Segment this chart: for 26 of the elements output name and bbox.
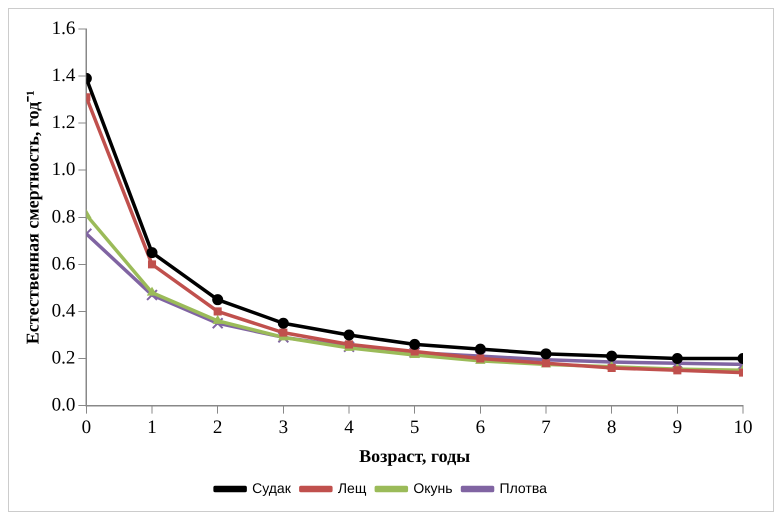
y-tick-label: 0.2 xyxy=(52,348,76,369)
x-tick-label: 8 xyxy=(606,416,616,438)
x-tick-label: 9 xyxy=(672,416,682,438)
y-tick-label: 0.6 xyxy=(52,253,76,274)
y-axis-title: Естественная смертность, год⁻¹ xyxy=(22,90,42,344)
y-tick-label: 0.8 xyxy=(52,206,76,228)
x-axis-title: Возраст, годы xyxy=(359,446,470,466)
y-tick-label: 1.2 xyxy=(52,112,76,134)
x-tick-label: 7 xyxy=(541,416,551,438)
legend-label: Судак xyxy=(252,480,292,496)
x-tick-label: 0 xyxy=(82,416,92,438)
x-tick-label: 6 xyxy=(476,416,486,438)
y-tick-label: 0.4 xyxy=(52,300,76,322)
legend-label: Лещ xyxy=(338,480,367,496)
y-tick-label: 1.6 xyxy=(52,18,76,39)
legend-label: Окунь xyxy=(413,480,453,496)
y-tick-label: 0.0 xyxy=(52,394,76,416)
x-tick-label: 4 xyxy=(344,416,354,438)
x-tick-label: 3 xyxy=(278,416,288,438)
x-tick-label: 5 xyxy=(410,416,420,438)
x-tick-label: 10 xyxy=(734,416,752,438)
legend-label: Плотва xyxy=(500,480,548,496)
x-tick-label: 1 xyxy=(147,416,157,438)
x-tick-label: 2 xyxy=(212,416,222,438)
y-tick-label: 1.4 xyxy=(52,65,76,86)
y-tick-label: 1.0 xyxy=(52,159,76,180)
